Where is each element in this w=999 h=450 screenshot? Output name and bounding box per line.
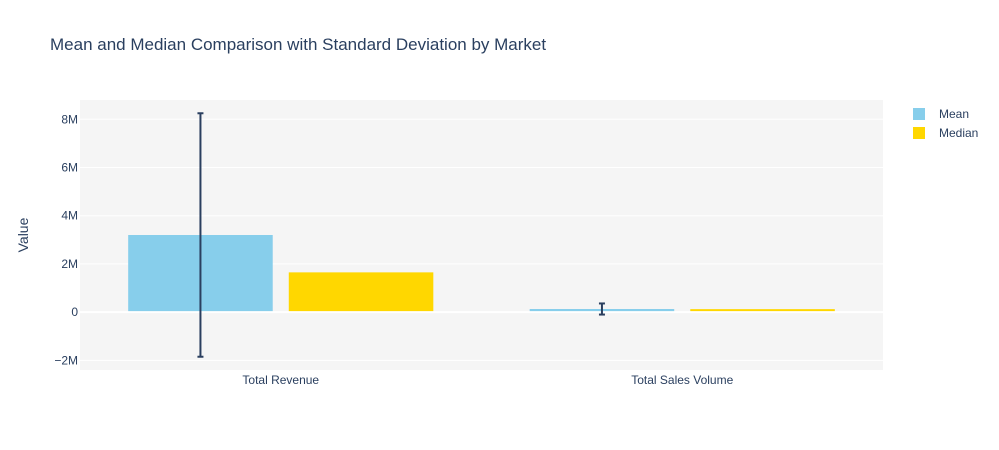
- bar-median-0: [288, 272, 434, 313]
- x-tick-label: Total Sales Volume: [631, 373, 733, 387]
- y-tick-label: 4M: [61, 209, 78, 223]
- error-bar-1: [598, 302, 605, 316]
- chart-title: Mean and Median Comparison with Standard…: [50, 35, 546, 54]
- legend-item-median[interactable]: Median: [913, 126, 978, 140]
- legend[interactable]: Mean Median: [913, 107, 978, 140]
- y-tick-label: 0: [71, 305, 78, 319]
- legend-item-mean[interactable]: Mean: [913, 107, 969, 121]
- legend-label: Mean: [939, 107, 969, 121]
- error-bar-0: [197, 112, 204, 358]
- x-tick-label: Total Revenue: [242, 373, 319, 387]
- x-axis-ticks: Total Revenue Total Sales Volume: [242, 373, 733, 387]
- y-axis-ticks: −2M 0 2M 4M 6M 8M: [54, 112, 78, 367]
- legend-label: Median: [939, 126, 978, 140]
- legend-swatch: [913, 127, 925, 139]
- y-tick-label: 6M: [61, 161, 78, 175]
- y-tick-label: 2M: [61, 257, 78, 271]
- y-tick-label: −2M: [54, 353, 78, 367]
- bar-median-1: [690, 309, 835, 313]
- y-tick-label: 8M: [61, 112, 78, 126]
- error-bars: [197, 112, 605, 358]
- y-axis-title: Value: [15, 217, 31, 252]
- legend-swatch: [913, 108, 925, 120]
